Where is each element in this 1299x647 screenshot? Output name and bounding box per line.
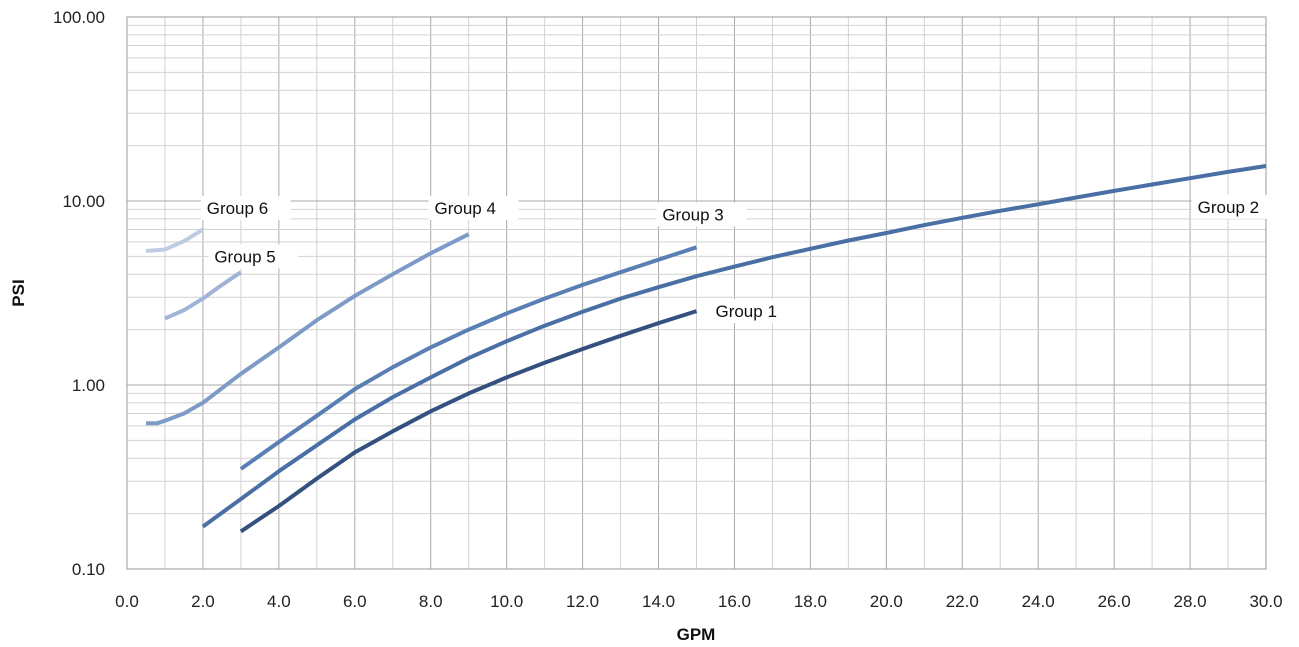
x-tick-label: 22.0 [946, 592, 979, 611]
series-line-group-3 [239, 245, 698, 471]
series-label-background [208, 244, 299, 269]
x-tick-label: 10.0 [490, 592, 523, 611]
x-tick-label: 18.0 [794, 592, 827, 611]
grid-lines [127, 17, 1266, 569]
x-tick-label: 0.0 [115, 592, 139, 611]
series-label: Group 1 [715, 302, 776, 321]
series-label: Group 5 [214, 247, 275, 266]
x-axis-tick-labels: 0.0 2.0 4.0 6.0 8.0 10.0 12.0 14.0 16.0 18.0 20.0 2… [115, 592, 1282, 611]
y-tick-label: 10.00 [62, 192, 105, 211]
y-axis-tick-labels: 0.10 1.00 10.00 100.00 [53, 8, 105, 579]
y-tick-label: 0.10 [72, 560, 105, 579]
series-lines [145, 164, 1267, 534]
y-tick-label: 1.00 [72, 376, 105, 395]
series-annotations: Group 1 Group 2 Group 3 Group 4 Group 5 Group… [200, 194, 1282, 324]
x-tick-label: 16.0 [718, 592, 751, 611]
y-tick-label: 100.00 [53, 8, 105, 27]
series-line-group-4 [146, 232, 470, 426]
x-tick-label: 26.0 [1098, 592, 1131, 611]
series-label: Group 3 [662, 205, 723, 224]
series-line-group-1 [239, 309, 698, 534]
series-label-background [428, 196, 519, 221]
series-line-group-5 [164, 270, 243, 321]
plot-border [126, 16, 1267, 570]
x-tick-label: 28.0 [1174, 592, 1207, 611]
series-label-background [200, 196, 291, 221]
series-label: Group 4 [435, 199, 496, 218]
series-label-background [1191, 194, 1282, 219]
series-label: Group 2 [1198, 198, 1259, 217]
x-axis-title: GPM [677, 625, 716, 644]
x-tick-label: 20.0 [870, 592, 903, 611]
x-tick-label: 4.0 [267, 592, 291, 611]
y-axis-title: PSI [9, 279, 28, 306]
x-tick-label: 6.0 [343, 592, 367, 611]
x-tick-label: 30.0 [1249, 592, 1282, 611]
series-label: Group 6 [207, 199, 268, 218]
series-label-background [709, 299, 800, 324]
x-tick-label: 12.0 [566, 592, 599, 611]
x-tick-label: 24.0 [1022, 592, 1055, 611]
series-line-group-6 [145, 227, 204, 253]
x-tick-label: 8.0 [419, 592, 443, 611]
x-tick-label: 14.0 [642, 592, 675, 611]
series-label-background [656, 202, 747, 227]
x-tick-label: 2.0 [191, 592, 215, 611]
series-line-group-2 [201, 164, 1267, 529]
